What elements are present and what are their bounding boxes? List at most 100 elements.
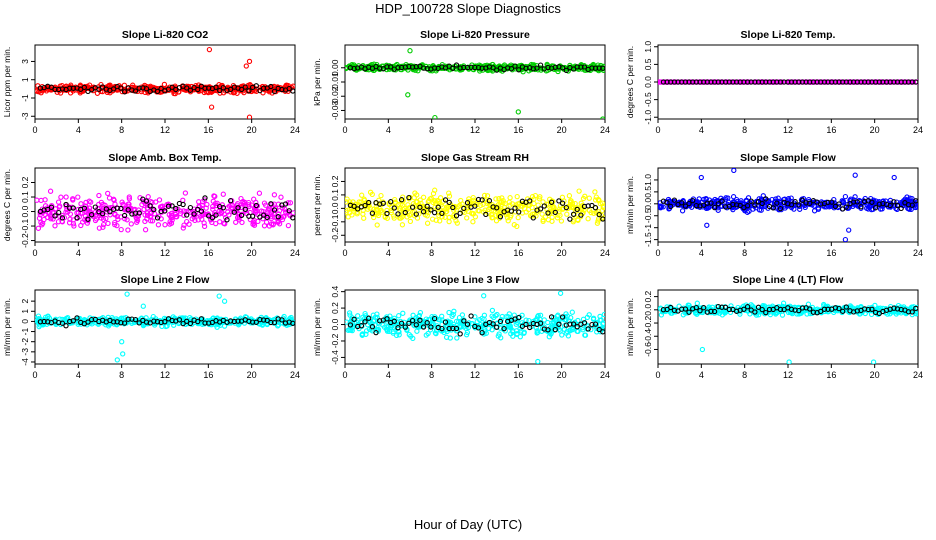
sample-point [271,207,278,213]
sample-point [358,323,365,329]
x-tick-label: 4 [699,370,704,380]
data-point [474,199,480,205]
sample-point [184,318,190,324]
y-tick-label: 0.0 [643,304,653,316]
data-point [529,194,536,200]
sample-point [847,79,853,85]
y-tick-label: -1 [20,328,30,336]
y-tick-label: -0.5 [643,92,653,107]
data-point [579,203,585,209]
points [345,187,605,230]
data-point [481,197,488,203]
data-point [142,227,149,233]
sample-point [545,210,551,216]
data-point [507,323,513,329]
sample-point [184,212,190,218]
sample-point [887,202,893,209]
outlier-point [600,116,605,119]
sample-point [41,318,47,325]
data-point [554,215,561,221]
data-point [546,334,552,340]
sample-point [913,305,918,312]
sample-point [457,210,463,216]
y-axis-label: degrees C per min. [2,169,12,241]
sample-point [195,318,201,325]
data-point [78,201,84,207]
sample-point [552,326,558,333]
sample-point [701,305,707,311]
sample-point [406,194,412,201]
data-point [217,90,223,96]
sample-point [589,65,595,71]
sample-point [198,208,205,214]
sample-point [246,88,252,94]
data-point [283,82,289,88]
panel-title: Slope Li-820 Pressure [420,29,530,41]
data-point [567,327,573,333]
sample-point [516,67,522,73]
data-point [36,215,43,221]
data-point [493,196,499,202]
data-point [390,328,396,335]
data-point [750,206,756,212]
data-point [105,220,111,227]
sample-point [136,85,142,91]
x-tick-label: 12 [160,370,170,380]
data-point [220,191,226,197]
data-point [56,204,62,210]
data-point [355,313,361,319]
data-point [128,221,134,227]
sample-point [457,65,463,71]
outlier-point [432,114,438,119]
y-axis-label: ml/min per min. [625,176,635,234]
outlier-point [852,172,858,178]
x-tick-label: 24 [600,248,610,258]
sample-point [242,206,248,212]
y-axis-label: degrees C per min. [625,46,635,118]
sample-point [395,65,401,71]
sample-point [858,204,864,210]
sample-point [600,329,605,335]
data-point [203,205,209,211]
data-point [756,207,763,213]
y-tick-label: 0.1 [330,189,340,201]
data-point [555,324,561,330]
data-point [598,317,604,323]
data-point [345,214,351,220]
data-point [40,220,46,227]
sample-point [420,209,427,215]
points [658,300,918,364]
data-point [676,303,682,309]
data-point [145,194,151,200]
y-tick-label: -0.1 [330,214,340,229]
sample-point [559,200,566,206]
data-point [347,199,353,205]
sample-point [752,309,758,315]
y-tick-label: -0.4 [330,350,340,365]
data-point [345,199,350,205]
sample-point [369,210,376,216]
data-point [427,327,434,333]
data-point [458,197,464,204]
data-point [275,201,282,207]
y-tick-label: 0.0 [643,76,653,88]
outlier-point [246,114,253,119]
sample-point [581,320,588,326]
data-point [513,321,519,327]
sample-point [556,198,562,204]
sample-point [748,198,754,204]
data-point [454,335,460,341]
data-point [103,215,109,222]
sample-point [807,306,813,312]
sample-point [690,197,696,204]
data-point [745,195,752,201]
data-point [35,197,40,203]
sample-point [726,306,732,313]
x-tick-label: 8 [742,248,747,258]
sample-point [464,321,471,327]
data-point [221,220,227,226]
data-point [439,313,445,319]
sample-point [894,202,901,209]
sample-point [184,85,190,91]
data-point [591,210,597,216]
